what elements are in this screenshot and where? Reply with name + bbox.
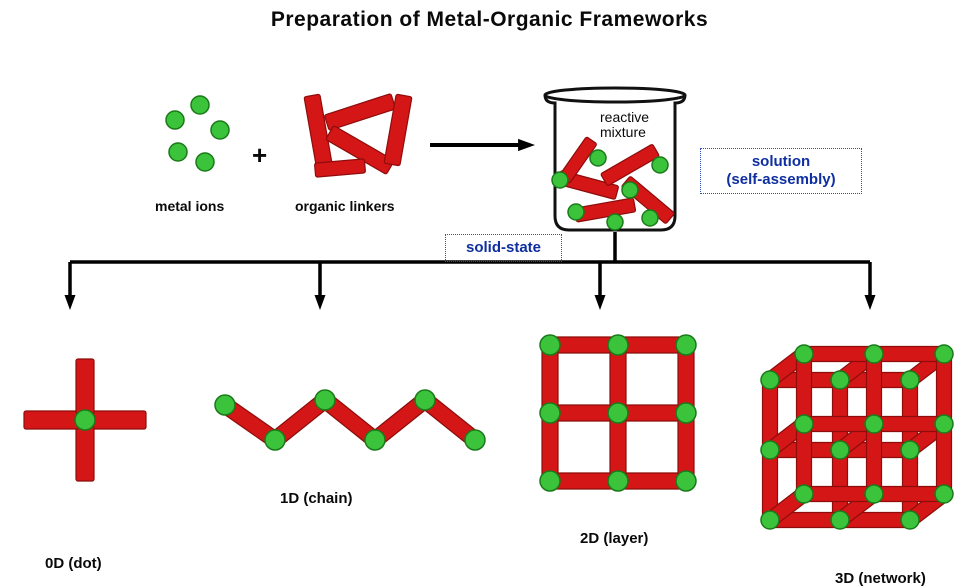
label-2d: 2D (layer) bbox=[580, 530, 648, 547]
solution-box: solution (self-assembly) bbox=[700, 148, 862, 194]
label-1d: 1D (chain) bbox=[280, 490, 353, 507]
metal-ions-graphic bbox=[0, 0, 979, 586]
metal-ions-label: metal ions bbox=[155, 198, 224, 214]
diagram-root: Preparation of Metal-Organic Frameworks … bbox=[0, 0, 979, 586]
organic-linkers-label: organic linkers bbox=[295, 198, 395, 214]
solid-state-text: solid-state bbox=[466, 239, 541, 256]
solution-text-2: (self-assembly) bbox=[726, 171, 835, 188]
label-3d: 3D (network) bbox=[835, 570, 926, 587]
solution-text-1: solution bbox=[752, 153, 810, 170]
label-0d: 0D (dot) bbox=[45, 555, 102, 572]
solid-state-box: solid-state bbox=[445, 234, 562, 262]
plus-symbol: + bbox=[252, 140, 267, 171]
beaker-label: reactive mixture bbox=[600, 110, 680, 141]
